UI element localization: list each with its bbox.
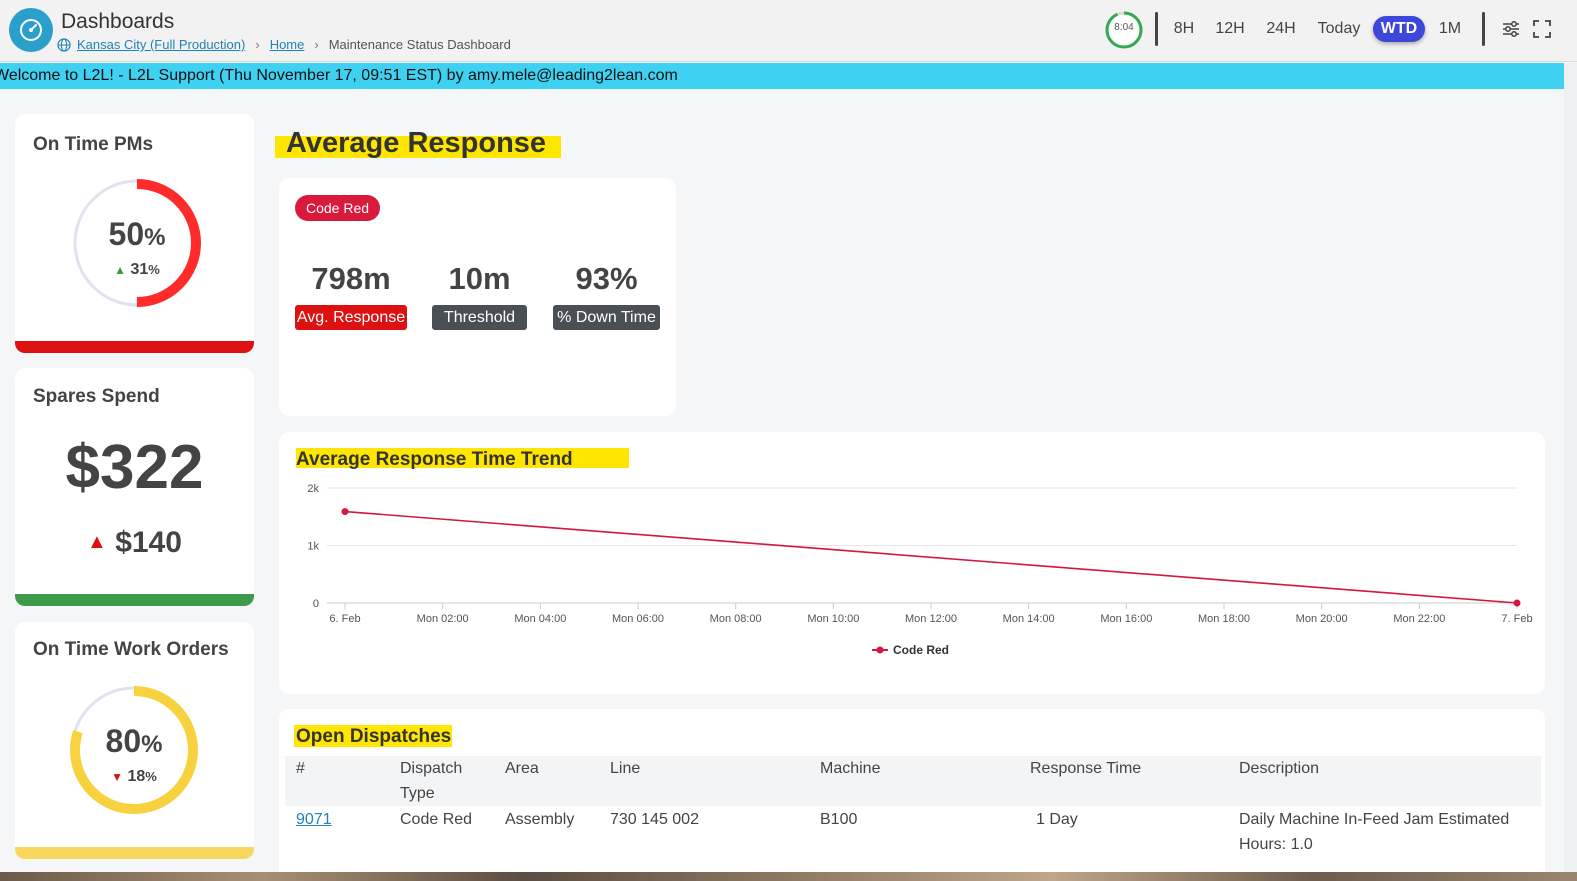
kpi-threshold-value: 10m [448,261,511,296]
x-tick-label: Mon 04:00 [514,613,566,625]
kpi-avg-response-label: Avg. Response [295,305,407,330]
background-strip [0,872,1577,881]
cell-area: Assembly [505,811,575,828]
welcome-banner: Welcome to L2L! - L2L Support (Thu Novem… [0,63,1564,89]
app-title: Dashboards [61,10,175,33]
section-title-dispatches: Open Dispatches [296,726,452,747]
highlight [275,136,561,158]
cell-description: Daily Machine In-Feed Jam Estimated Hour… [1239,811,1510,853]
dispatch-id-link[interactable]: 9071 [296,811,332,828]
gauge-delta: ▼ 18% [111,768,157,785]
section-title-trend: Average Response Time Trend [296,449,573,470]
card-title: On Time Work Orders [33,639,229,660]
range-wtd[interactable]: WTD [1373,16,1425,42]
status-strip [15,341,254,353]
card-title: On Time PMs [33,134,154,155]
cell-dispatch-type: Code Red [400,811,473,828]
globe-icon [57,37,71,52]
caret-down-icon: ▼ [111,770,124,784]
x-tick-label: Mon 12:00 [905,613,957,625]
y-tick-label: 2k [307,483,319,495]
filter-sliders-icon[interactable] [1500,18,1522,40]
cell-response-time: 1 Day [1036,811,1078,828]
code-red-badge: Code Red [295,195,381,221]
x-tick-label: Mon 10:00 [807,613,859,625]
data-point [341,508,349,516]
chevron-right-icon: › [255,37,260,52]
on-time-work-orders-gauge: 80% ▼ 18% [67,683,201,817]
table-header [285,756,1541,806]
legend-label: Code Red [893,643,949,657]
kpi-avg-response-value: 798m [311,261,391,296]
y-tick-label: 1k [307,541,319,553]
kpi-threshold-label: Threshold [432,305,527,330]
cell-machine: B100 [820,811,858,828]
highlight [294,725,452,747]
range-12h[interactable]: 12H [1215,20,1245,37]
section-title-average-response: Average Response [286,127,547,159]
spares-spend-card: Spares Spend $322 ▲ $140 [15,368,254,606]
dashboard-gauge-icon[interactable] [9,8,53,52]
fullscreen-icon[interactable] [1531,18,1553,40]
average-response-card: Code Red 798m Avg. Response 10m Threshol… [279,178,676,416]
kpi-downtime-value: 93% [575,261,638,296]
refresh-timer[interactable]: 8:04 [1104,10,1144,50]
cell-id: 9071 [296,807,332,832]
series-line [344,510,1518,604]
col-header-description[interactable]: Description [1239,760,1320,777]
status-strip [15,847,254,859]
highlight [296,448,629,468]
spares-value: $322 [65,433,204,502]
on-time-pms-card: On Time PMs 50% ▲ 31% [15,114,254,353]
gauge-delta: ▲ 31% [114,261,160,278]
cell-line: 730 145 002 [610,811,699,828]
caret-up-icon: ▲ [87,531,107,553]
col-header-area[interactable]: Area [505,760,539,777]
data-point [1513,599,1521,607]
x-tick-label: 7. Feb [1501,613,1532,625]
breadcrumb-current: Maintenance Status Dashboard [328,37,511,52]
breadcrumb-site-link[interactable]: Kansas City (Full Production) [77,37,246,52]
x-tick-label: Mon 14:00 [1003,613,1055,625]
breadcrumb-home-link[interactable]: Home [269,37,305,52]
timer-text: 8:04 [1114,22,1134,33]
col-header-id[interactable]: # [296,760,305,777]
legend-marker [876,646,884,654]
x-tick-label: Mon 18:00 [1198,613,1250,625]
divider [1155,12,1158,46]
caret-up-icon: ▲ [114,263,127,277]
x-tick-label: Mon 20:00 [1296,613,1348,625]
x-tick-label: Mon 08:00 [710,613,762,625]
on-time-work-orders-card: On Time Work Orders 80% ▼ 18% [15,622,254,859]
col-header-line[interactable]: Line [610,760,641,777]
range-24h[interactable]: 24H [1266,20,1296,37]
gauge-value: 50% [108,216,166,252]
x-tick-label: 6. Feb [329,613,360,625]
range-today[interactable]: Today [1317,20,1361,37]
divider [1482,12,1485,46]
trend-card: Average Response Time Trend 0 1k 2k 6. Feb M… [279,432,1545,694]
trend-chart: 0 1k 2k 6. Feb Mon 02:00 Mon 04:00 Mon 06:00 Mo… [307,483,1532,657]
col-header-response-time[interactable]: Response Time [1030,760,1142,777]
gauge-value: 80% [105,723,163,759]
spares-delta: ▲ $140 [87,526,182,559]
x-tick-label: Mon 02:00 [417,613,469,625]
top-bar: Dashboards Kansas City (Full Production)… [0,0,1577,62]
banner-text: Welcome to L2L! - L2L Support (Thu Novem… [0,67,678,84]
card-title: Spares Spend [33,386,160,407]
range-1m[interactable]: 1M [1438,20,1462,37]
col-header-machine[interactable]: Machine [820,760,881,777]
y-tick-label: 0 [313,598,319,610]
x-tick-label: Mon 22:00 [1393,613,1445,625]
status-strip [15,594,254,606]
chevron-right-icon: › [314,37,319,52]
on-time-pms-gauge: 50% ▲ 31% [70,176,204,310]
x-tick-label: Mon 16:00 [1100,613,1152,625]
kpi-downtime-label: % Down Time [553,305,660,330]
x-tick-label: Mon 06:00 [612,613,664,625]
scrollbar[interactable] [1564,63,1577,872]
col-header-dispatch-type[interactable]: Dispatch Type [400,760,463,802]
range-8h[interactable]: 8H [1173,20,1195,37]
breadcrumb: Kansas City (Full Production) › Home › M… [57,37,511,52]
